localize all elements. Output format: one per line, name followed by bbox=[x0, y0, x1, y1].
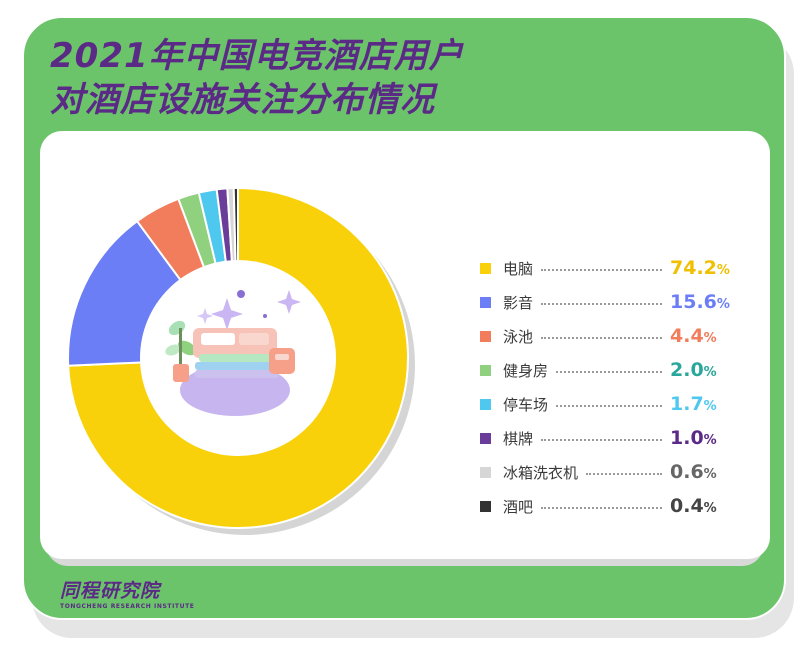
legend-value-unit: % bbox=[703, 501, 717, 516]
sofa-base bbox=[195, 370, 279, 378]
legend-value-number: 1.7 bbox=[670, 393, 704, 415]
legend-swatch bbox=[480, 432, 491, 444]
sparkle-icon-right bbox=[277, 290, 301, 314]
legend-value-number: 0.4 bbox=[670, 495, 704, 517]
legend-value-number: 74.2 bbox=[670, 257, 717, 279]
legend: 电脑 74.2% 影音 15.6% 泳池 4.4% 健身房 2.0% 停车场 1.7% 棋牌 1.0%… bbox=[480, 251, 740, 523]
legend-value-unit: % bbox=[703, 399, 717, 414]
sofa-arm-detail bbox=[275, 354, 289, 360]
logo: 同程研究院 TONGCHENG RESEARCH INSTITUTE bbox=[60, 576, 194, 610]
legend-swatch bbox=[480, 330, 491, 342]
legend-value-unit: % bbox=[716, 263, 730, 278]
legend-value-number: 4.4 bbox=[670, 325, 704, 347]
legend-value-number: 1.0 bbox=[670, 427, 704, 449]
legend-value-unit: % bbox=[703, 331, 717, 346]
legend-item: 冰箱洗衣机 0.6% bbox=[480, 455, 740, 489]
legend-value-number: 0.6 bbox=[670, 461, 704, 483]
leader-dots bbox=[541, 439, 662, 441]
sparkle-icon bbox=[211, 298, 243, 330]
leader-dots bbox=[556, 371, 662, 373]
leader-dots bbox=[541, 507, 662, 509]
legend-item: 电脑 74.2% bbox=[480, 251, 740, 285]
legend-label: 冰箱洗衣机 bbox=[503, 463, 579, 482]
legend-item: 棋牌 1.0% bbox=[480, 421, 740, 455]
legend-label: 影音 bbox=[503, 293, 534, 312]
leader-dots bbox=[541, 303, 662, 305]
sofa-arm bbox=[269, 348, 295, 374]
legend-swatch bbox=[480, 398, 491, 410]
legend-value: 74.2% bbox=[670, 257, 740, 279]
logo-chinese: 同程研究院 bbox=[60, 580, 161, 602]
sofa-pillow-2 bbox=[239, 333, 269, 345]
legend-value: 1.0% bbox=[670, 427, 740, 449]
chart-title: 2021年中国电竞酒店用户 对酒店设施关注分布情况 bbox=[50, 34, 464, 122]
plant-leaf bbox=[177, 340, 197, 356]
chart-title-line-1: 2021年中国电竞酒店用户 bbox=[50, 36, 464, 76]
legend-swatch bbox=[480, 500, 491, 512]
legend-item: 影音 15.6% bbox=[480, 285, 740, 319]
leader-dots bbox=[586, 473, 662, 475]
plant-pot bbox=[173, 364, 189, 382]
logo-english: TONGCHENG RESEARCH INSTITUTE bbox=[60, 603, 195, 610]
legend-label: 棋牌 bbox=[503, 429, 534, 448]
legend-value-number: 2.0 bbox=[670, 359, 704, 381]
dot-decoration bbox=[237, 290, 245, 298]
sofa-cushion bbox=[199, 354, 275, 362]
legend-label: 泳池 bbox=[503, 327, 534, 346]
legend-value-unit: % bbox=[703, 433, 717, 448]
legend-value: 1.7% bbox=[670, 393, 740, 415]
legend-value: 0.4% bbox=[670, 495, 740, 517]
legend-label: 电脑 bbox=[503, 259, 534, 278]
legend-value-unit: % bbox=[703, 467, 717, 482]
legend-value-unit: % bbox=[703, 365, 717, 380]
legend-swatch bbox=[480, 296, 491, 308]
chart-title-line-2: 对酒店设施关注分布情况 bbox=[50, 80, 435, 120]
leader-dots bbox=[541, 337, 662, 339]
legend-item: 酒吧 0.4% bbox=[480, 489, 740, 523]
legend-value-unit: % bbox=[716, 297, 730, 312]
legend-label: 酒吧 bbox=[503, 497, 534, 516]
legend-value: 4.4% bbox=[670, 325, 740, 347]
legend-swatch bbox=[480, 364, 491, 376]
legend-value: 0.6% bbox=[670, 461, 740, 483]
legend-label: 停车场 bbox=[503, 395, 549, 414]
plant-stem bbox=[179, 328, 182, 368]
sofa-illustration bbox=[165, 290, 301, 416]
legend-swatch bbox=[480, 466, 491, 478]
legend-swatch bbox=[480, 262, 491, 274]
plant-leaf-2 bbox=[165, 344, 181, 356]
legend-value: 15.6% bbox=[670, 291, 740, 313]
legend-item: 健身房 2.0% bbox=[480, 353, 740, 387]
legend-item: 泳池 4.4% bbox=[480, 319, 740, 353]
legend-value-number: 15.6 bbox=[670, 291, 717, 313]
legend-item: 停车场 1.7% bbox=[480, 387, 740, 421]
leader-dots bbox=[556, 405, 662, 407]
legend-value: 2.0% bbox=[670, 359, 740, 381]
legend-label: 健身房 bbox=[503, 361, 549, 380]
plant-icon bbox=[168, 320, 186, 336]
sofa-pillow bbox=[201, 333, 235, 345]
dot-decoration-small bbox=[263, 314, 267, 318]
sofa-seat bbox=[195, 362, 279, 370]
leader-dots bbox=[541, 269, 662, 271]
sparkle-icon-small bbox=[197, 308, 213, 324]
